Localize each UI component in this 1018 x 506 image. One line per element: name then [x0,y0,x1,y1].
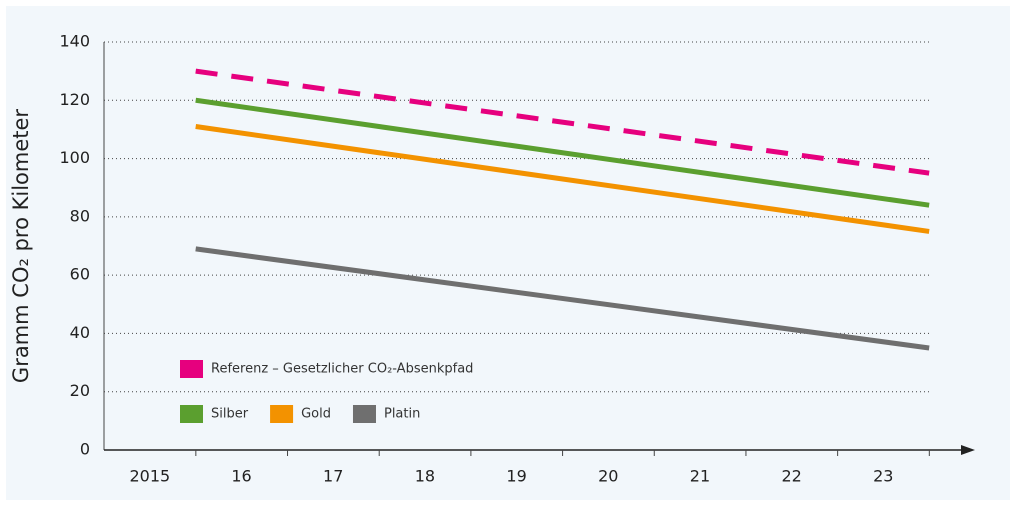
y-tick-label: 40 [70,323,90,342]
x-tick-label: 20 [598,467,618,486]
legend-label: Platin [384,407,420,422]
background [6,6,1010,500]
x-tick-label: 18 [415,467,435,486]
y-tick-label: 0 [80,440,90,459]
legend-swatch [270,405,294,423]
y-axis-title: Gramm CO₂ pro Kilometer [9,109,33,383]
y-tick-label: 80 [70,206,90,225]
y-tick-label: 100 [59,148,90,167]
x-tick-label: 17 [323,467,343,486]
y-tick-label: 140 [59,32,90,51]
legend-label: Gold [301,407,331,422]
x-tick-label: 21 [690,467,710,486]
legend-swatch [352,405,376,423]
x-tick-label: 16 [231,467,251,486]
y-tick-label: 20 [70,381,90,400]
x-axis-arrow [961,445,975,455]
y-tick-label: 60 [70,265,90,284]
x-tick-label: 2015 [129,467,170,486]
line-series [195,246,930,351]
legend-label: Silber [211,407,249,422]
x-tick-label: 23 [873,467,893,486]
legend-swatch [180,360,203,378]
x-tick-label: 22 [781,467,801,486]
line-series [195,97,930,208]
x-tick-label: 19 [506,467,526,486]
line-series [195,68,930,176]
legend-label: Referenz – Gesetzlicher CO₂-Absenkpfad [211,362,473,377]
line-series [195,124,930,234]
legend-swatch [180,405,203,423]
y-tick-label: 120 [59,90,90,109]
